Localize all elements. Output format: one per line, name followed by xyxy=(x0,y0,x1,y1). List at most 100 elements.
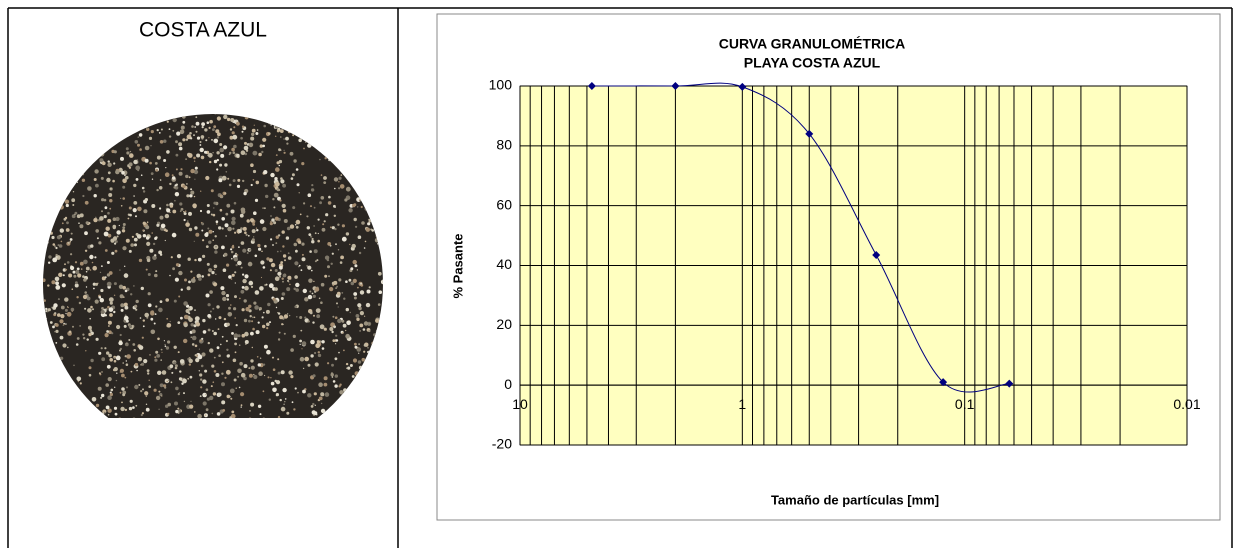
grain xyxy=(306,215,309,218)
grain xyxy=(59,335,64,340)
cell-title: COSTA AZUL xyxy=(139,19,267,42)
grain xyxy=(282,208,287,213)
grain xyxy=(199,209,203,213)
grain xyxy=(177,438,179,440)
grain xyxy=(269,269,272,272)
grain xyxy=(331,428,336,433)
grain xyxy=(311,184,314,187)
grain xyxy=(309,431,310,432)
grain xyxy=(274,276,280,282)
grain xyxy=(67,346,69,349)
grain xyxy=(382,362,383,367)
grain xyxy=(108,353,112,358)
grain xyxy=(259,309,261,311)
grain xyxy=(121,401,123,404)
grain xyxy=(386,128,390,132)
grain xyxy=(207,152,213,158)
grain xyxy=(77,273,82,278)
grain xyxy=(383,390,387,394)
grain xyxy=(283,314,289,319)
grain xyxy=(233,126,236,129)
grain xyxy=(313,249,318,254)
grain xyxy=(205,408,209,412)
grain xyxy=(275,235,279,239)
grain xyxy=(334,227,337,231)
grain xyxy=(107,413,110,416)
grain xyxy=(122,393,126,397)
grain xyxy=(333,214,336,217)
grain xyxy=(215,129,220,134)
grain xyxy=(49,340,53,344)
grain xyxy=(193,156,196,160)
grain xyxy=(233,201,237,205)
grain xyxy=(156,155,161,160)
grain xyxy=(377,129,381,132)
grain xyxy=(93,422,96,425)
grain xyxy=(181,382,184,385)
grain xyxy=(184,210,187,212)
grain xyxy=(330,226,332,229)
y-tick-label: 60 xyxy=(496,196,512,212)
grain xyxy=(68,330,72,334)
grain xyxy=(62,324,64,326)
grain xyxy=(185,308,190,314)
grain xyxy=(93,178,97,181)
grain xyxy=(317,449,319,451)
grain xyxy=(273,192,279,198)
grain xyxy=(346,320,351,326)
grain xyxy=(269,222,273,226)
grain xyxy=(373,220,378,226)
grain xyxy=(202,318,206,323)
grain xyxy=(160,457,161,458)
grain xyxy=(115,169,120,175)
grain xyxy=(106,351,110,355)
grain xyxy=(116,118,120,122)
grain xyxy=(356,269,359,271)
grain xyxy=(54,141,57,145)
grain xyxy=(68,273,73,278)
grain xyxy=(377,390,379,392)
grain xyxy=(221,217,225,221)
grain xyxy=(81,173,85,176)
grain xyxy=(346,367,348,369)
grain xyxy=(112,226,116,230)
grain xyxy=(338,419,339,420)
grain xyxy=(388,351,389,352)
grain xyxy=(282,323,284,326)
grain xyxy=(79,325,81,327)
grain xyxy=(318,417,322,418)
grain xyxy=(108,330,112,335)
grain xyxy=(159,207,162,210)
grain xyxy=(242,278,247,284)
grain xyxy=(336,302,338,305)
grain xyxy=(65,142,70,146)
grain xyxy=(193,169,199,175)
grain xyxy=(43,127,45,130)
grain xyxy=(370,228,373,231)
grain xyxy=(337,120,341,124)
grain xyxy=(323,382,328,387)
grain xyxy=(173,361,177,365)
grain xyxy=(142,229,145,232)
grain xyxy=(200,364,204,368)
grain xyxy=(158,250,163,255)
grain xyxy=(349,164,354,168)
grain xyxy=(43,299,46,302)
grain xyxy=(371,356,374,359)
grain xyxy=(134,243,137,247)
grain xyxy=(265,437,267,439)
grain xyxy=(75,343,79,346)
grain xyxy=(48,415,51,418)
grain xyxy=(100,288,104,293)
grain xyxy=(205,388,209,392)
grain xyxy=(117,417,122,418)
grain xyxy=(154,358,158,362)
grain xyxy=(180,207,184,211)
grain xyxy=(232,134,238,140)
grain xyxy=(381,147,383,151)
grain xyxy=(55,255,58,259)
grain xyxy=(39,118,42,121)
grain xyxy=(275,242,278,245)
grain xyxy=(324,433,327,436)
grain xyxy=(154,254,157,257)
